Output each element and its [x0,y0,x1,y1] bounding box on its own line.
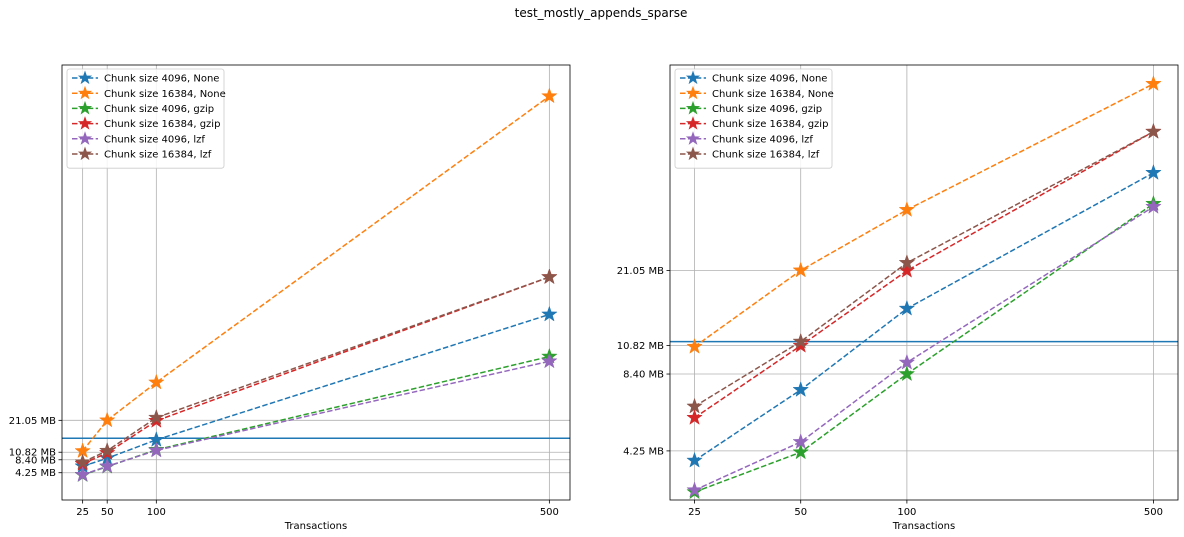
series-0-point [541,305,558,322]
series-4-point [541,352,558,369]
x-axis-label: Transactions [892,521,955,532]
series-4-point [98,457,116,474]
legend-marker-1 [685,85,701,100]
series-4-point [1145,197,1162,214]
series-5-point [147,408,165,425]
legend-marker-4 [77,131,93,145]
x-tick-label: 25 [688,507,701,518]
series-5-point [541,268,558,285]
y-tick-label: 8.40 MB [15,455,56,466]
x-tick-label: 100 [897,507,916,518]
series-line-4 [694,206,1154,491]
x-tick-label: 50 [794,507,807,518]
y-tick-label: 4.25 MB [15,468,56,479]
y-tick-label: 21.05 MB [9,416,56,427]
series-4-point [686,481,703,498]
series-4-point [74,465,91,482]
legend-marker-4 [685,131,701,145]
series-line-5 [82,276,550,463]
legend-entry-4: Chunk size 4096, lzf [712,134,813,145]
series-0-point [898,299,916,316]
legend-marker-3 [77,116,93,130]
series-1-point [686,337,703,354]
series-5-point [1145,122,1162,139]
series-2-point [792,443,810,460]
series-4-point [147,441,165,458]
series-line-5 [694,130,1154,408]
legend-marker-0 [685,70,701,85]
legend-entry-1: Chunk size 16384, None [104,89,226,100]
y-tick-label: 10.82 MB [9,448,56,459]
series-1-point [1145,75,1162,91]
series-5-point [792,332,810,349]
legend-box [66,68,225,169]
legend-entry-5: Chunk size 16384, lzf [104,150,212,161]
legend-marker-1 [77,85,93,100]
legend-entry-2: Chunk size 4096, gzip [712,104,822,115]
figure-suptitle: test_mostly_appends_sparse [515,6,688,20]
legend-entry-4: Chunk size 4096, lzf [104,134,205,145]
legend-entry-0: Chunk size 4096, None [712,74,827,85]
series-line-3 [694,131,1154,419]
right-plot-log: 25 50 100 500 4.25 MB 8.40 MB 10.82 MB 21.05 MB… [617,64,1179,532]
series-1-point [147,373,165,390]
x-axis-label: Transactions [284,521,347,532]
series-4-point [898,353,916,370]
legend-entry-3: Chunk size 16384, gzip [712,119,828,130]
series-0-point [686,451,703,468]
series-line-0 [82,313,550,468]
legend-entry-2: Chunk size 4096, gzip [104,104,214,115]
series-1-point [898,201,916,217]
series-group [74,87,558,483]
series-line-1 [82,95,550,452]
x-tick-label: 50 [101,507,114,518]
legend-marker-5 [685,146,701,161]
series-5-point [686,397,703,414]
legend-marker-3 [685,116,701,130]
series-line-0 [694,172,1154,462]
series-5-point [74,453,91,470]
legend-entry-0: Chunk size 4096, None [104,74,219,85]
legend-marker-0 [77,70,93,85]
y-tick-label: 10.82 MB [617,341,664,352]
x-tick-label: 25 [76,507,89,518]
series-line-4 [82,360,550,476]
legend-entry-1: Chunk size 16384, None [712,89,834,100]
y-tick-label: 8.40 MB [623,370,664,381]
x-tick-label: 500 [540,507,559,518]
x-tick-label: 100 [147,507,166,518]
x-tick-label: 500 [1144,507,1163,518]
series-0-point [792,381,810,397]
series-3-point [686,409,703,425]
series-5-point [898,254,916,270]
plot-frame [61,64,571,501]
series-line-3 [82,276,550,465]
series-line-2 [694,203,1154,493]
series-0-point [1145,164,1162,180]
legend-marker-5 [77,146,93,161]
series-1-point [792,261,810,278]
series-group [686,75,1162,500]
legend-entry-3: Chunk size 16384, gzip [104,119,220,130]
y-tick-label: 4.25 MB [623,446,664,457]
plot-frame [669,64,1179,501]
series-1-point [541,87,558,104]
series-1-point [98,411,116,428]
series-2-point [898,365,916,382]
series-4-point [792,433,810,450]
legend-box [674,68,833,169]
series-3-point [898,261,916,278]
series-5-point [98,441,116,458]
legend-marker-2 [685,100,701,115]
y-tick-label: 21.05 MB [617,266,664,277]
legend-entry-5: Chunk size 16384, lzf [712,150,820,161]
legend-marker-2 [77,100,93,115]
series-line-1 [694,83,1154,348]
